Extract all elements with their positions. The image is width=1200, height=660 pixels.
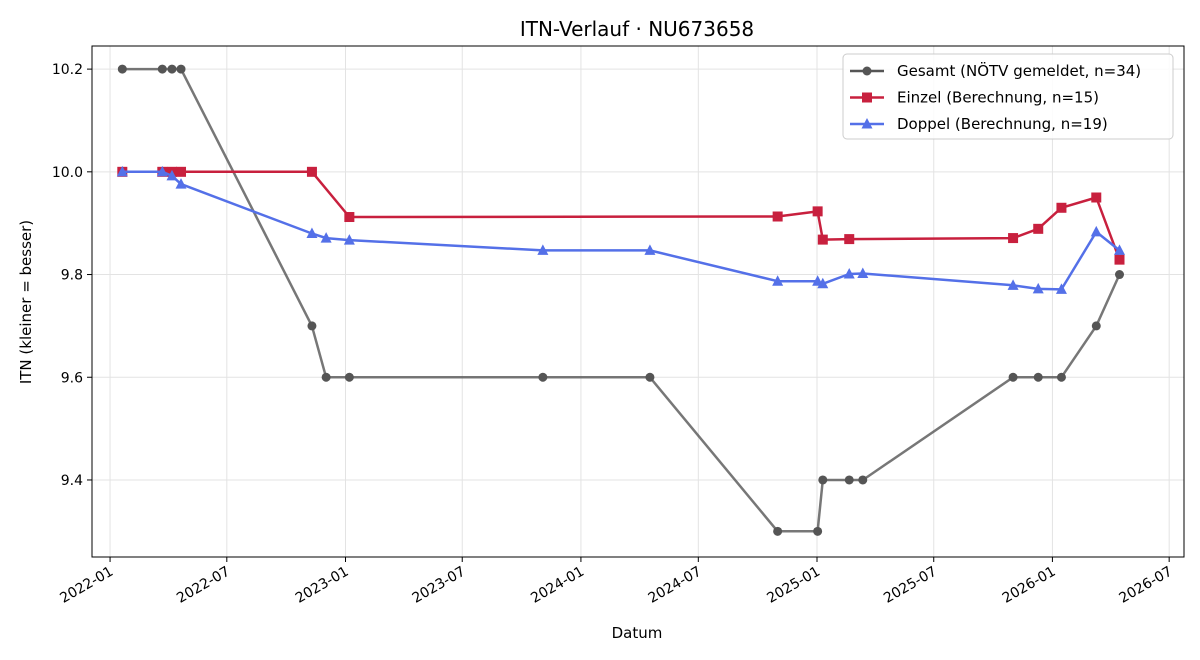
legend-marker — [862, 92, 872, 103]
legend-label: Gesamt (NÖTV gemeldet, n=34) — [897, 61, 1141, 80]
plot-frame — [91, 45, 1185, 558]
data-point — [1008, 233, 1019, 244]
series-triangle — [116, 165, 1125, 294]
data-point — [176, 64, 186, 74]
data-point — [1008, 372, 1018, 382]
data-point — [321, 372, 331, 382]
legend-marker — [861, 118, 873, 129]
data-point — [537, 244, 549, 255]
data-point — [817, 277, 829, 289]
data-point — [157, 64, 167, 74]
legend-marker — [862, 66, 872, 76]
data-point — [320, 232, 332, 243]
data-point — [812, 206, 823, 217]
data-point — [1007, 279, 1019, 290]
legend-label: Doppel (Berechnung, n=19) — [897, 115, 1108, 133]
x-tick-label: 2025-07 — [881, 564, 940, 607]
data-point — [156, 165, 168, 177]
series-line — [122, 170, 1121, 291]
data-point — [817, 234, 828, 245]
data-point — [1091, 192, 1102, 203]
x-tick-label: 2025-01 — [764, 564, 823, 607]
data-point — [343, 234, 355, 245]
data-point — [306, 227, 318, 238]
data-point — [1055, 283, 1067, 294]
legend: Gesamt (NÖTV gemeldet, n=34) Einzel (Bere… — [842, 53, 1174, 140]
data-point — [1056, 202, 1067, 213]
legend-box — [842, 53, 1174, 140]
data-point — [844, 234, 855, 245]
x-tick-label: 2026-01 — [1000, 564, 1059, 607]
data-point — [645, 372, 655, 382]
x-axis: 2022-01 2022-07 2023-01 2023-07 2024-01 2024-… — [57, 557, 1175, 607]
data-point — [538, 372, 548, 382]
x-tick-label: 2023-01 — [293, 564, 352, 607]
data-point — [116, 165, 128, 177]
data-point — [307, 321, 317, 331]
data-point — [844, 475, 854, 485]
x-tick-label: 2023-07 — [410, 564, 469, 607]
data-point — [843, 268, 855, 279]
data-point — [1033, 223, 1044, 234]
x-tick-label: 2024-01 — [528, 564, 587, 607]
legend-label: Einzel (Berechnung, n=15) — [897, 89, 1099, 107]
data-point — [117, 64, 127, 74]
y-tick-label: 10.2 — [52, 62, 83, 78]
x-tick-label: 2022-01 — [57, 564, 116, 607]
y-tick-label: 10.0 — [52, 165, 83, 181]
data-point — [1090, 225, 1102, 237]
x-tick-label: 2024-07 — [646, 564, 705, 607]
x-tick-label: 2026-07 — [1117, 564, 1176, 607]
data-point — [813, 526, 823, 536]
data-point — [1114, 254, 1125, 265]
y-tick-label: 9.4 — [61, 473, 83, 489]
y-tick-label: 9.8 — [61, 268, 83, 284]
data-point — [858, 475, 868, 485]
data-point — [1056, 372, 1066, 382]
data-point — [167, 64, 177, 74]
data-point — [818, 475, 828, 485]
data-point — [1113, 244, 1125, 255]
data-point — [772, 211, 783, 222]
data-point — [175, 178, 187, 189]
y-axis-title: ITN (kleiner = besser) — [17, 220, 35, 384]
data-point — [344, 212, 355, 223]
x-axis-title: Datum — [612, 624, 663, 642]
data-point — [773, 526, 783, 536]
data-point — [1033, 372, 1043, 382]
data-point — [1114, 270, 1124, 280]
x-tick-label: 2022-07 — [174, 564, 233, 607]
data-point — [344, 372, 354, 382]
data-point — [166, 169, 178, 181]
y-axis: 9.4 9.6 9.8 10.0 10.2 — [52, 62, 92, 489]
data-point — [1032, 282, 1044, 294]
data-point — [176, 166, 187, 177]
y-tick-label: 9.6 — [61, 370, 83, 386]
data-point — [1091, 321, 1101, 331]
data-point — [772, 275, 784, 286]
data-point — [306, 166, 317, 177]
chart-title: ITN-Verlauf · NU673658 — [520, 17, 754, 41]
series-circle — [117, 64, 1124, 536]
series-layer — [116, 64, 1125, 536]
data-point — [857, 267, 869, 279]
data-point — [644, 244, 656, 255]
